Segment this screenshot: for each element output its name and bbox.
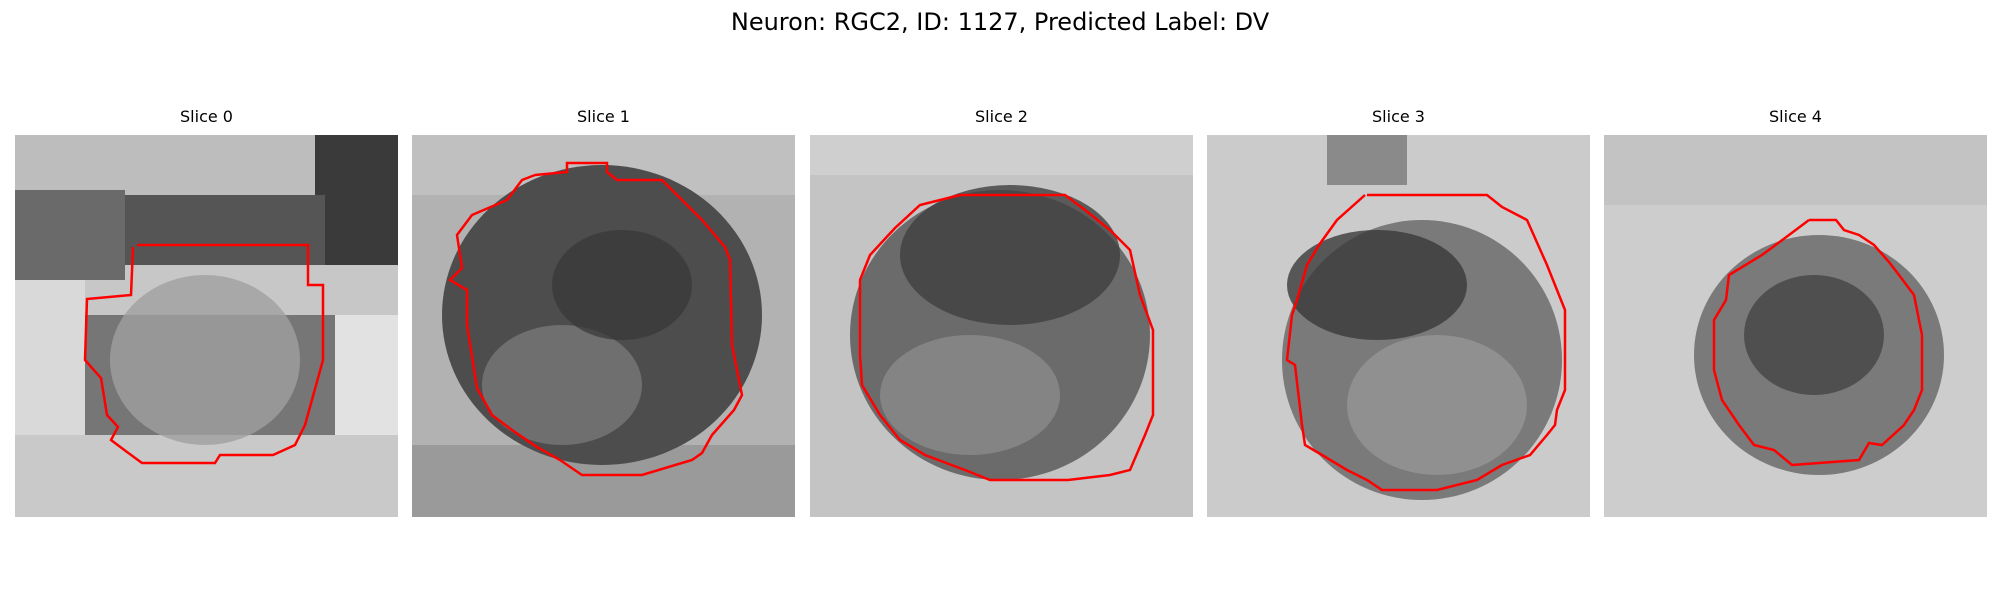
slice-3-panel: [1207, 135, 1590, 517]
slice-1-panel: [412, 135, 795, 517]
slice-0-image: [15, 135, 398, 517]
slice-3-title: Slice 3: [1372, 107, 1425, 126]
slice-0-panel: [15, 135, 398, 517]
slice-4-title: Slice 4: [1769, 107, 1822, 126]
slice-4-panel: [1604, 135, 1987, 517]
slice-1-title: Slice 1: [577, 107, 630, 126]
slice-4-contour: [1712, 218, 1924, 467]
slice-1-contour: [447, 161, 744, 477]
slice-0-title: Slice 0: [180, 107, 233, 126]
slice-3-contour: [1285, 193, 1567, 492]
slice-1-image: [412, 135, 795, 517]
slice-2-contour: [858, 193, 1155, 482]
slice-2-title: Slice 2: [975, 107, 1028, 126]
slice-0-contour: [83, 243, 325, 465]
slice-2-panel: [810, 135, 1193, 517]
slice-3-image: [1207, 135, 1590, 517]
slice-2-image: [810, 135, 1193, 517]
figure-title: Neuron: RGC2, ID: 1127, Predicted Label:…: [730, 8, 1270, 36]
slice-4-image: [1604, 135, 1987, 517]
